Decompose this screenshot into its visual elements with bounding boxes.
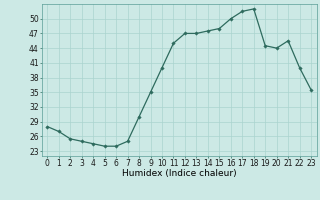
X-axis label: Humidex (Indice chaleur): Humidex (Indice chaleur) — [122, 169, 236, 178]
